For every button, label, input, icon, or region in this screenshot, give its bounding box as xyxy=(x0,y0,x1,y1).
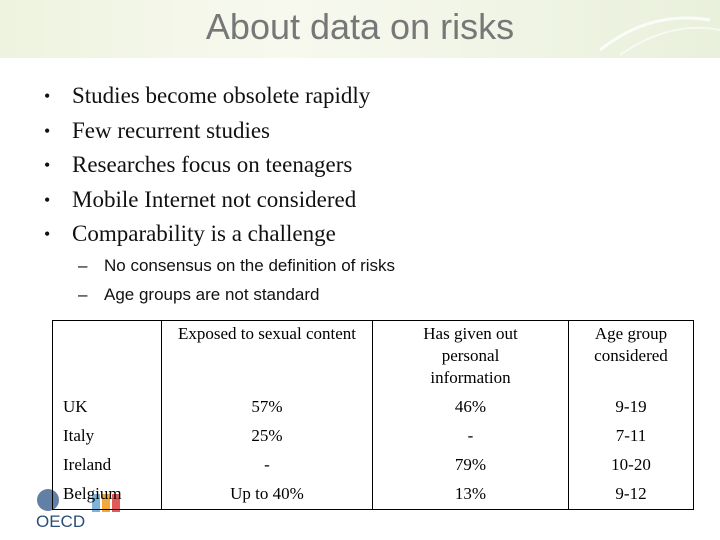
table-cell: 9-19 xyxy=(568,393,694,422)
title: About data on risks xyxy=(205,6,515,47)
sub-bullet: No consensus on the definition of risks xyxy=(78,253,395,282)
table-cell: 46% xyxy=(372,393,569,422)
logo-text: OECD xyxy=(36,512,86,531)
table-cell: 10-20 xyxy=(568,451,694,480)
header-text: Exposed to sexual content xyxy=(178,324,356,343)
table-cell: 7-11 xyxy=(568,422,694,451)
bullet: Researches focus on teenagers xyxy=(44,149,370,184)
header-row: Exposed to sexual content Has given out … xyxy=(52,320,694,393)
header-cell xyxy=(52,320,162,393)
row-label: Italy xyxy=(52,422,162,451)
table-cell: 25% xyxy=(161,422,373,451)
table-cell: 79% xyxy=(372,451,569,480)
table-cell: 57% xyxy=(161,393,373,422)
table-cell: 13% xyxy=(372,480,569,510)
header-cell: Exposed to sexual content xyxy=(161,320,373,393)
bullet: Studies become obsolete rapidly xyxy=(44,80,370,115)
header-text: Has given out personal information xyxy=(423,324,518,387)
row-label: Ireland xyxy=(52,451,162,480)
table-cell: - xyxy=(161,451,373,480)
title-bar xyxy=(0,0,720,58)
table-body: UK 57% 46% 9-19 Italy 25% -7-11 Ireland -79% 10-2… xyxy=(52,393,694,510)
table-row: Belgium Up to 40% 13% 9-12 xyxy=(52,480,694,510)
table-cell: - xyxy=(372,422,569,451)
bullet: Mobile Internet not considered xyxy=(44,184,370,219)
data-table: Exposed to sexual content Has given out … xyxy=(52,320,694,510)
decoration xyxy=(599,16,720,56)
row-label: UK xyxy=(52,393,162,422)
table-row: Italy 25% -7-11 xyxy=(52,422,694,451)
header-cell: Age group considered xyxy=(568,320,694,393)
table-row: Ireland -79% 10-20 xyxy=(52,451,694,480)
bullet: Comparability is a challenge xyxy=(44,218,370,253)
table-cell: Up to 40% xyxy=(161,480,373,510)
sub-bullet: Age groups are not standard xyxy=(78,282,395,311)
header-cell: Has given out personal information xyxy=(372,320,569,393)
bullet: Few recurrent studies xyxy=(44,115,370,150)
row-label: Belgium xyxy=(52,480,162,510)
bullet-list: Studies become obsolete rapidly Few recu… xyxy=(44,80,370,253)
sub-bullet-list: No consensus on the definition of risks … xyxy=(78,253,395,311)
table-cell: 9-12 xyxy=(568,480,694,510)
header-text: Age group considered xyxy=(594,324,668,365)
table-row: UK 57% 46% 9-19 xyxy=(52,393,694,422)
